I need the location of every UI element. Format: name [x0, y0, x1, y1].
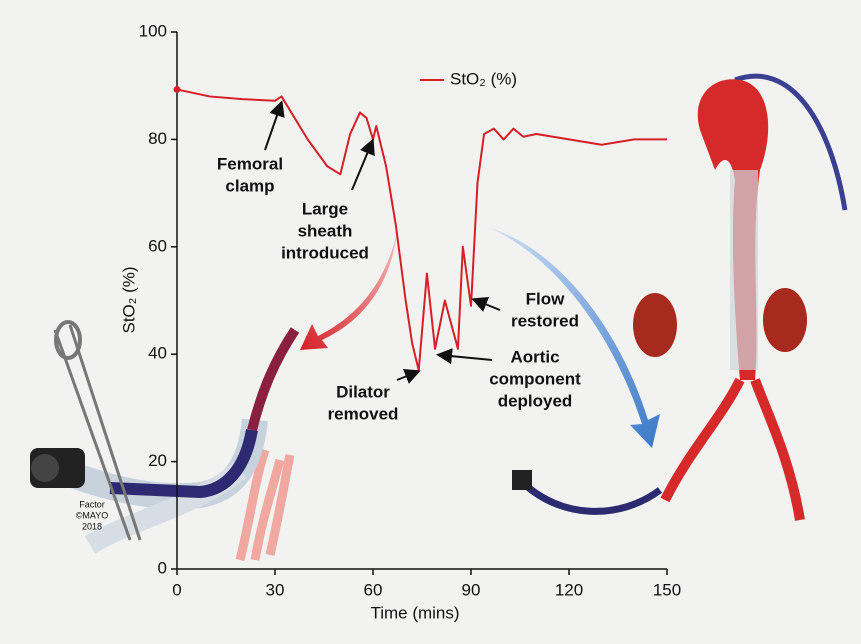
x-tick-label: 90 [462, 580, 481, 599]
y-tick-label: 20 [148, 451, 167, 470]
annotation: removed [328, 404, 399, 423]
annotation-arrow [471, 297, 501, 312]
credit: 2018 [82, 521, 102, 531]
annotation: introduced [281, 243, 369, 262]
legend-label: StO₂ (%) [450, 69, 517, 88]
y-tick-label: 60 [148, 236, 167, 255]
annotation-arrow [436, 348, 493, 365]
y-tick-label: 0 [158, 558, 167, 577]
annotation-arrow [351, 138, 375, 191]
y-tick-label: 40 [148, 344, 167, 363]
y-tick-label: 80 [148, 129, 167, 148]
illustration-left [30, 228, 398, 562]
annotation: Large [302, 199, 348, 218]
x-tick-label: 30 [266, 580, 285, 599]
x-axis-label: Time (mins) [370, 603, 459, 622]
x-tick-label: 0 [172, 580, 181, 599]
credit: ©MAYO [76, 510, 108, 520]
annotation: Dilator [336, 382, 390, 401]
annotation: clamp [225, 176, 274, 195]
annotation-arrow [396, 369, 421, 384]
x-tick-label: 120 [555, 580, 583, 599]
annotation: Femoral [217, 154, 283, 173]
start-point [173, 85, 181, 93]
annotation: deployed [498, 391, 573, 410]
y-axis-label: StO₂ (%) [119, 266, 138, 333]
y-tick-label: 100 [139, 21, 167, 40]
x-tick-label: 150 [653, 580, 681, 599]
annotation: Aortic [510, 347, 559, 366]
annotation: component [489, 369, 581, 388]
annotation-arrow [264, 100, 285, 151]
annotation: Flow [526, 289, 565, 308]
illustration-right [490, 73, 848, 521]
credit: Factor [79, 499, 105, 509]
annotation: restored [511, 311, 579, 330]
annotation: sheath [298, 221, 353, 240]
x-tick-label: 60 [364, 580, 383, 599]
